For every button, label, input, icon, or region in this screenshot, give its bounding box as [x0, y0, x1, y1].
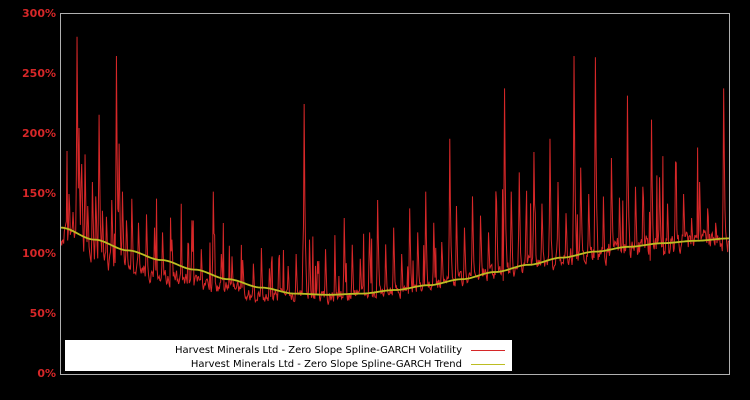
y-tick-label: 250% — [22, 66, 56, 80]
y-axis-tick-labels: 0% 50% 100% 150% 200% 250% 300% — [0, 0, 56, 400]
y-tick-label: 300% — [22, 6, 56, 20]
y-tick-label: 0% — [37, 366, 56, 380]
legend-entry-volatility: Harvest Minerals Ltd - Zero Slope Spline… — [66, 343, 511, 357]
y-tick-label: 100% — [22, 246, 56, 260]
legend-label-trend: Harvest Minerals Ltd - Zero Slope Spline… — [190, 358, 462, 370]
legend-entry-trend: Harvest Minerals Ltd - Zero Slope Spline… — [66, 357, 511, 371]
y-tick-label: 150% — [22, 186, 56, 200]
plot-area — [60, 13, 730, 375]
chart-canvas — [61, 36, 729, 305]
y-tick-label: 50% — [29, 306, 56, 320]
chart-legend: Harvest Minerals Ltd - Zero Slope Spline… — [65, 340, 512, 371]
y-tick-label: 200% — [22, 126, 56, 140]
legend-swatch-trend — [471, 363, 505, 365]
series-line-volatility — [61, 36, 729, 305]
legend-label-volatility: Harvest Minerals Ltd - Zero Slope Spline… — [175, 344, 462, 356]
legend-swatch-volatility — [471, 349, 505, 351]
series-line-trend — [61, 226, 729, 296]
